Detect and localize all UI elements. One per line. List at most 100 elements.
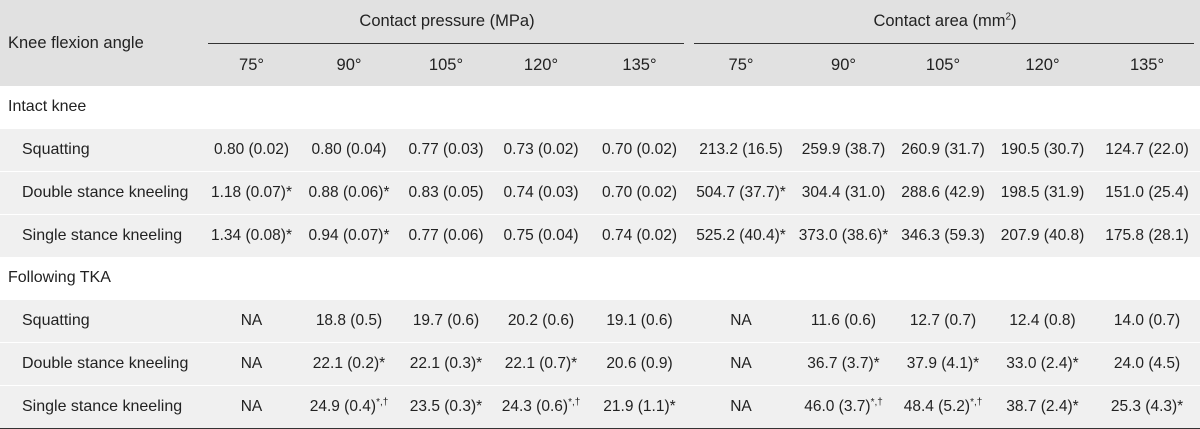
table-cell: NA — [204, 342, 299, 386]
table-cell: 12.7 (0.7) — [895, 299, 991, 343]
section-title: Following TKA — [0, 257, 1200, 300]
table-cell: 190.5 (30.7) — [991, 128, 1094, 172]
cell-value: 259.9 (38.7) — [801, 141, 886, 158]
table-cell: NA — [204, 299, 299, 343]
cell-value: 0.80 (0.04) — [311, 141, 387, 158]
cell-value: 46.0 (3.7) — [804, 398, 871, 415]
table-cell: 304.4 (31.0) — [792, 171, 895, 215]
cell-value: 175.8 (28.1) — [1105, 227, 1189, 244]
table-cell: 0.77 (0.03) — [399, 128, 493, 172]
cell-value: 0.74 (0.03) — [503, 184, 579, 201]
cell-value: 19.7 (0.6) — [412, 312, 480, 329]
table-cell: 20.2 (0.6) — [493, 299, 589, 343]
cell-value: 48.4 (5.2) — [903, 398, 971, 415]
table-cell: 19.7 (0.6) — [399, 299, 493, 343]
table-cell: 18.8 (0.5) — [299, 299, 399, 343]
row-label: Double stance kneeling — [0, 171, 204, 215]
cell-value: 213.2 (16.5) — [699, 141, 783, 158]
table-cell: 22.1 (0.2)* — [299, 342, 399, 386]
row-label: Single stance kneeling — [0, 214, 204, 257]
cell-value: 190.5 (30.7) — [1000, 141, 1085, 158]
table-row: Single stance kneeling 1.34 (0.08)* 0.94 (… — [0, 214, 1200, 257]
cell-value: NA — [730, 355, 752, 372]
significance-marker: *,† — [970, 396, 983, 408]
cell-value: 36.7 (3.7)* — [807, 355, 880, 372]
cell-value: 260.9 (31.7) — [901, 141, 985, 158]
table-cell: 14.0 (0.7) — [1094, 299, 1200, 343]
table-cell: 48.4 (5.2)*,† — [895, 385, 991, 429]
cell-value: 207.9 (40.8) — [1000, 227, 1085, 244]
table-cell: 36.7 (3.7)* — [792, 342, 895, 386]
table-cell: 0.73 (0.02) — [493, 128, 589, 172]
table-cell: 124.7 (22.0) — [1094, 128, 1200, 172]
significance-marker: *,† — [568, 396, 581, 408]
cell-value: 21.9 (1.1)* — [603, 398, 676, 415]
cell-value: NA — [730, 398, 752, 415]
table-cell: 19.1 (0.6) — [589, 299, 690, 343]
table-cell: 1.34 (0.08)* — [204, 214, 299, 257]
cell-value: 20.2 (0.6) — [507, 312, 575, 329]
table-cell: 175.8 (28.1) — [1094, 214, 1200, 257]
table-cell: 22.1 (0.7)* — [493, 342, 589, 386]
cell-value: 198.5 (31.9) — [1000, 184, 1085, 201]
pressure-angle-header: 75° — [204, 44, 299, 86]
table-cell: 525.2 (40.4)* — [690, 214, 792, 257]
cell-value: 0.70 (0.02) — [602, 141, 677, 158]
table-cell: 213.2 (16.5) — [690, 128, 792, 172]
table-cell: 12.4 (0.8) — [991, 299, 1094, 343]
significance-marker: *,† — [870, 396, 883, 408]
table-row: Single stance kneeling NA 24.9 (0.4)*,† 23.… — [0, 385, 1200, 429]
cell-value: 1.18 (0.07)* — [211, 184, 292, 201]
cell-value: NA — [240, 312, 263, 329]
cell-value: 525.2 (40.4)* — [696, 227, 786, 244]
cell-value: 0.77 (0.06) — [408, 227, 484, 244]
contact-pressure-header: Contact pressure (MPa) — [204, 0, 690, 44]
table-cell: 346.3 (59.3) — [895, 214, 991, 257]
table-cell: 151.0 (25.4) — [1094, 171, 1200, 215]
section-row: Following TKA — [0, 257, 1200, 300]
table-cell: 207.9 (40.8) — [991, 214, 1094, 257]
cell-value: 0.80 (0.02) — [214, 141, 289, 158]
table-cell: 288.6 (42.9) — [895, 171, 991, 215]
pressure-angle-header: 120° — [493, 44, 589, 86]
cell-value: 504.7 (37.7)* — [696, 184, 786, 201]
pressure-angle-header: 90° — [299, 44, 399, 86]
table-row: Squatting NA 18.8 (0.5) 19.7 (0.6) 20.2 (0.6… — [0, 299, 1200, 343]
cell-value: 12.7 (0.7) — [909, 312, 977, 329]
table-cell: 37.9 (4.1)* — [895, 342, 991, 386]
table-cell: 0.83 (0.05) — [399, 171, 493, 215]
cell-value: 0.70 (0.02) — [602, 184, 677, 201]
contact-area-header: Contact area (mm2) — [690, 0, 1200, 44]
cell-value: NA — [240, 355, 263, 372]
table-cell: 373.0 (38.6)* — [792, 214, 895, 257]
table-cell: 0.94 (0.07)* — [299, 214, 399, 257]
table-cell: 0.74 (0.03) — [493, 171, 589, 215]
table-cell: 198.5 (31.9) — [991, 171, 1094, 215]
table-cell: 38.7 (2.4)* — [991, 385, 1094, 429]
table-cell: 504.7 (37.7)* — [690, 171, 792, 215]
cell-value: 33.0 (2.4)* — [1006, 355, 1079, 372]
table-cell: 0.75 (0.04) — [493, 214, 589, 257]
area-angle-header: 105° — [895, 44, 991, 86]
table-cell: 11.6 (0.6) — [792, 299, 895, 343]
cell-value: 23.5 (0.3)* — [409, 398, 483, 415]
contact-area-rule — [694, 43, 1195, 44]
knee-flexion-angle-header: Knee flexion angle — [0, 0, 204, 86]
cell-value: 25.3 (4.3)* — [1110, 398, 1184, 415]
table-cell: NA — [690, 299, 792, 343]
cell-value: 288.6 (42.9) — [901, 184, 985, 201]
cell-value: 37.9 (4.1)* — [906, 355, 980, 372]
cell-value: 1.34 (0.08)* — [211, 227, 292, 244]
table-cell: NA — [204, 385, 299, 429]
table-cell: NA — [690, 385, 792, 429]
area-angle-header: 75° — [690, 44, 792, 86]
area-angle-header: 120° — [991, 44, 1094, 86]
area-angle-header: 90° — [792, 44, 895, 86]
cell-value: 373.0 (38.6)* — [798, 227, 889, 244]
table-cell: 33.0 (2.4)* — [991, 342, 1094, 386]
cell-value: 24.9 (0.4) — [309, 398, 377, 415]
row-label: Squatting — [0, 128, 204, 172]
cell-value: NA — [730, 312, 752, 329]
table-cell: 0.77 (0.06) — [399, 214, 493, 257]
